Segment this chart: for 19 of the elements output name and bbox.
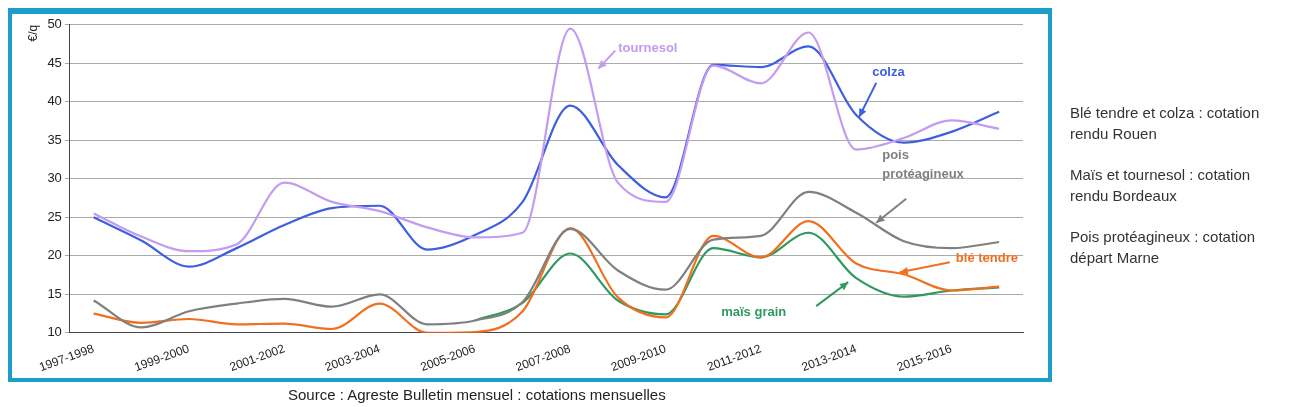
y-tick-label: 25 xyxy=(47,208,62,224)
text: tournesol xyxy=(618,40,678,56)
text: colza xyxy=(872,64,906,80)
y-tick-label: 20 xyxy=(47,247,62,263)
y-tick-label: 10 xyxy=(47,324,62,340)
y-tick-label: 45 xyxy=(47,54,62,70)
text: pois protéagineux xyxy=(882,147,965,182)
y-tick-label: 15 xyxy=(47,285,62,301)
source-note: Source : Agreste Bulletin mensuel : cotations mensuelles xyxy=(288,386,667,403)
text: Blé tendre et colza : cotation rendu Rouen xyxy=(1070,103,1261,144)
y-tick-label: 40 xyxy=(47,93,62,109)
text: maïs grain xyxy=(721,303,787,319)
y-axis-title: €/q xyxy=(25,24,40,42)
y-tick-label: 30 xyxy=(47,170,62,186)
text: Maïs et tournesol : cotation rendu Bordeaux xyxy=(1070,165,1252,206)
y-tick-label: 35 xyxy=(47,131,62,147)
y-tick-label: 50 xyxy=(47,16,62,32)
series-label: blé tendre xyxy=(955,249,1018,265)
text: Pois protéagineux : cotation départ Marne xyxy=(1070,227,1257,268)
